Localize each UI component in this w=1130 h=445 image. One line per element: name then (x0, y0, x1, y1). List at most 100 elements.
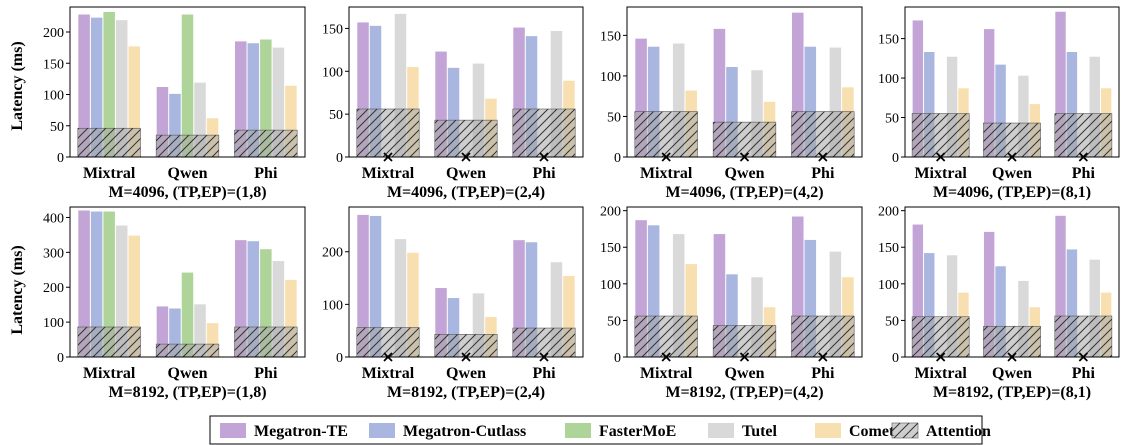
panel-title: M=8192, (TP,EP)=(2,4) (387, 384, 545, 401)
legend-label: Tutel (742, 423, 778, 440)
legend-label: Megatron-Cutlass (403, 423, 526, 440)
legend-label: FasterMoE (599, 423, 676, 440)
x-category-label: Qwen (168, 165, 208, 182)
panel-title: M=8192, (TP,EP)=(4,2) (665, 384, 823, 401)
plot-frame (904, 206, 1120, 358)
bar-fastermoe-qwen (181, 14, 194, 157)
x-category-label: Mixtral (640, 365, 693, 382)
y-tick-label: 100 (878, 278, 899, 293)
bar-comet-qwen (206, 323, 219, 357)
y-tick-label: 50 (607, 110, 621, 125)
bar-megatron-cutlass-qwen (726, 274, 738, 357)
bar-tutel-mixtral (115, 225, 128, 357)
y-tick-label: 100 (322, 298, 343, 313)
x-category-label: Qwen (992, 365, 1032, 382)
x-category-label: Phi (254, 165, 278, 182)
y-tick-label: 0 (892, 151, 899, 166)
bar-megatron-cutlass-qwen (726, 67, 738, 157)
y-tick-label: 100 (43, 316, 64, 331)
x-category-label: Phi (532, 165, 556, 182)
bar-megatron-cutlass-phi (804, 239, 817, 357)
bar-comet-mixtral (685, 264, 697, 357)
attention-hatch-mixtral (356, 109, 420, 157)
plot-frame (69, 6, 306, 158)
bar-tutel-qwen (751, 70, 763, 157)
legend-frame (209, 415, 983, 445)
legend-swatch-hatch (892, 423, 918, 438)
y-tick-label: 100 (878, 72, 899, 87)
plot-frame (626, 6, 863, 158)
bar-tutel-qwen (1018, 75, 1029, 157)
bar-comet-mixtral (407, 252, 419, 357)
attention-hatch-qwen (983, 326, 1041, 357)
legend-entry-fastermoe: FasterMoE (565, 423, 676, 440)
attention-hatch-qwen (983, 123, 1041, 157)
legend-swatch (708, 423, 734, 438)
bar-tutel-mixtral (672, 234, 685, 357)
plot-frame (904, 6, 1120, 158)
attention-hatch-qwen (713, 325, 776, 357)
bar-megatron-cutlass-qwen (447, 298, 460, 357)
bar-tutel-phi (1089, 56, 1100, 157)
bar-tutel-phi (550, 262, 563, 357)
legend-swatch (815, 423, 841, 438)
bar-megatron-te-qwen (435, 288, 447, 357)
attention-hatch-phi (1054, 113, 1112, 157)
bar-megatron-te-mixtral (357, 22, 369, 157)
x-category-label: Mixtral (362, 165, 415, 182)
bar-megatron-cutlass-mixtral (369, 215, 382, 357)
bar-megatron-cutlass-mixtral (647, 46, 660, 157)
y-tick-label: 150 (322, 22, 343, 37)
bar-megatron-te-mixtral (635, 220, 647, 357)
x-category-label: Phi (811, 165, 835, 182)
legend-entry-megatron-cutlass: Megatron-Cutlass (369, 423, 526, 440)
y-tick-label: 0 (892, 351, 899, 366)
y-tick-label: 200 (43, 281, 64, 296)
x-category-label: Qwen (446, 165, 486, 182)
attention-hatch-mixtral (77, 128, 141, 157)
panel-title: M=4096, (TP,EP)=(2,4) (387, 184, 545, 201)
bar-tutel-phi (829, 251, 842, 357)
bar-megatron-te-phi (513, 240, 525, 357)
legend-entry-comet: Comet (815, 423, 895, 440)
bar-fastermoe-mixtral (103, 12, 115, 157)
attention-hatch-phi (234, 327, 298, 357)
bar-megatron-cutlass-mixtral (90, 211, 103, 357)
attention-hatch-qwen (156, 135, 219, 157)
attention-hatch-phi (791, 111, 855, 157)
bar-tutel-qwen (1018, 280, 1029, 357)
bar-megatron-cutlass-mixtral (924, 52, 935, 157)
legend-entry-megatron-te: Megatron-TE (220, 423, 348, 440)
bar-megatron-te-qwen (983, 231, 995, 357)
bar-megatron-te-mixtral (357, 214, 369, 357)
bar-megatron-te-qwen (156, 87, 169, 157)
y-tick-label: 200 (878, 205, 899, 220)
x-category-label: Phi (254, 365, 278, 382)
bar-megatron-cutlass-mixtral (924, 253, 935, 357)
panel-title: M=4096, (TP,EP)=(1,8) (108, 184, 266, 201)
bar-megatron-te-phi (1055, 11, 1066, 157)
y-tick-label: 100 (322, 65, 343, 80)
bar-megatron-cutlass-phi (525, 36, 538, 158)
bar-tutel-qwen (751, 277, 763, 357)
bar-megatron-te-phi (792, 12, 804, 158)
legend-label: Comet (849, 423, 895, 440)
panel-title: M=8192, (TP,EP)=(8,1) (933, 384, 1091, 401)
y-tick-label: 150 (878, 241, 899, 256)
legend-swatch (220, 423, 246, 438)
y-tick-label: 100 (43, 89, 64, 104)
bar-comet-mixtral (128, 46, 140, 157)
legend-label: Attention (926, 423, 991, 440)
y-tick-label: 50 (885, 314, 899, 329)
bar-tutel-qwen (472, 63, 485, 158)
x-category-label: Mixtral (362, 365, 415, 382)
bar-comet-phi (285, 85, 297, 157)
y-tick-label: 150 (43, 57, 64, 72)
y-tick-label: 50 (50, 120, 64, 135)
legend-swatch (565, 423, 591, 438)
chart-panel-1: 0 50 100 150 200 Mixtral Qwen Phi M=4096, (TP,EP… (43, 6, 306, 201)
y-tick-label: 0 (336, 151, 343, 166)
chart-panel-5: 0 100 200 300 400 Mixtral Qwen Phi M=8192, (TP,E… (43, 206, 306, 401)
attention-hatch-qwen (434, 120, 498, 157)
plot-frame (348, 206, 584, 358)
